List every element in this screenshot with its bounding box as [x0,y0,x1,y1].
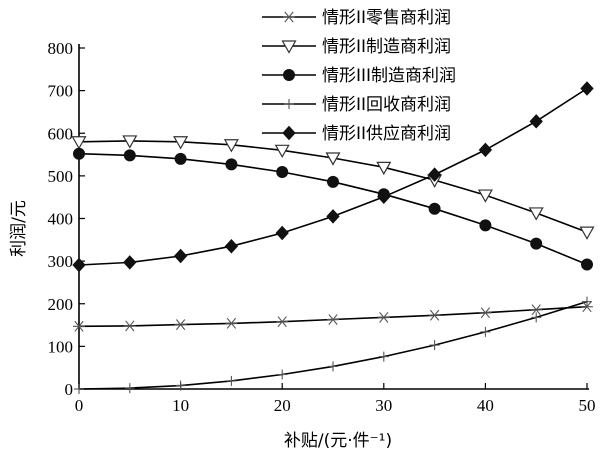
y-tick-label: 700 [48,82,74,101]
series-2-point [325,152,341,166]
series-5-point [427,167,442,182]
series-1-point [530,304,543,316]
series-markers [71,81,595,394]
series-1-point [327,314,339,325]
legend-item: 情形II供应商利润 [262,124,451,144]
series-5-point [123,255,137,270]
series-5-point [478,142,493,158]
x-tick-label: 50 [579,396,596,415]
series-1-point [174,319,187,331]
series-4-point [124,383,135,394]
series-3-point [428,202,441,215]
series-4-point [175,380,186,391]
y-axis-title: 利润/元 [9,200,29,257]
y-tick-label: 800 [48,39,74,58]
legend-label: 情形III制造商利润 [322,66,456,86]
series-5-point [275,225,289,241]
legend-marker [283,69,295,81]
legend-item: 情形III制造商利润 [262,66,456,86]
series-line-4 [78,300,588,390]
series-2-point [528,207,544,221]
legend-label: 情形II零售商利润 [322,8,451,28]
series-4-point [277,369,288,380]
series-1-point [479,307,492,319]
legend-label: 情形II供应商利润 [322,124,451,144]
y-tick-label: 500 [48,167,74,186]
series-2-point [477,189,493,203]
x-axis-title: 补贴/(元·件⁻¹) [284,431,392,451]
series-4-point [226,375,237,386]
series-4-point [328,361,338,372]
series-2-point [579,226,595,240]
legend-item: 情形II零售商利润 [262,8,451,28]
series-3-point [479,219,492,232]
series-3-point [581,258,593,271]
series-5-point [173,248,188,264]
series-1-point [377,311,390,323]
series-5-point [377,189,391,204]
series-2-point [71,136,87,150]
y-tick-label: 0 [65,380,74,399]
legend-marker [281,40,297,54]
series-3-point [276,166,289,179]
series-3-point [123,149,136,162]
series-1-point [276,316,289,328]
series-3-point [530,237,543,250]
series-1-point [225,317,238,329]
x-tick-label: 40 [477,396,494,415]
legend-marker [283,11,295,23]
series-3-point [174,152,187,165]
series-2-point [376,161,392,176]
x-tick-label: 20 [274,396,291,415]
series-4-point [429,340,440,351]
series-line-1 [78,305,588,328]
series-3-point [225,158,238,171]
x-tick-label: 10 [172,396,189,415]
legend-marker [282,125,296,141]
legend-item: 情形II制造商利润 [262,37,451,57]
series-4-point [480,326,491,337]
series-5-point [580,81,594,96]
series-5-point [72,257,86,273]
series-2-point [122,135,138,149]
series-1-point [428,309,441,321]
legend-marker [284,99,294,109]
y-tick-label: 300 [48,252,74,271]
series-2-point [274,144,290,159]
series-5-point [529,114,543,129]
series-2-point [223,139,239,153]
x-tick-label: 0 [75,396,84,415]
series-1-point [581,301,593,313]
series-4-point [531,312,542,323]
axes [78,44,589,390]
y-tick-label: 100 [48,337,74,356]
series-3-point [327,175,339,188]
series-4-point [378,351,389,362]
series-1-point [123,320,136,332]
series-line-3 [78,152,588,266]
y-tick-label: 400 [48,210,74,229]
series-2-point [173,136,189,150]
series-1-point [73,320,85,332]
legend-item: 情形II回收商利润 [262,95,451,115]
series-3-point [73,147,85,160]
legend: 情形II零售商利润情形II制造商利润情形III制造商利润情形II回收商利润情形I… [262,8,456,144]
legend-label: 情形II制造商利润 [322,37,451,57]
y-tick-label: 200 [48,295,74,314]
y-tick-label: 600 [48,124,74,143]
series-5-point [326,209,340,224]
series-5-point [224,238,239,254]
legend-label: 情形II回收商利润 [322,95,451,115]
series-4-point [582,296,592,307]
series-4-point [74,384,84,394]
x-tick-label: 30 [375,396,392,415]
